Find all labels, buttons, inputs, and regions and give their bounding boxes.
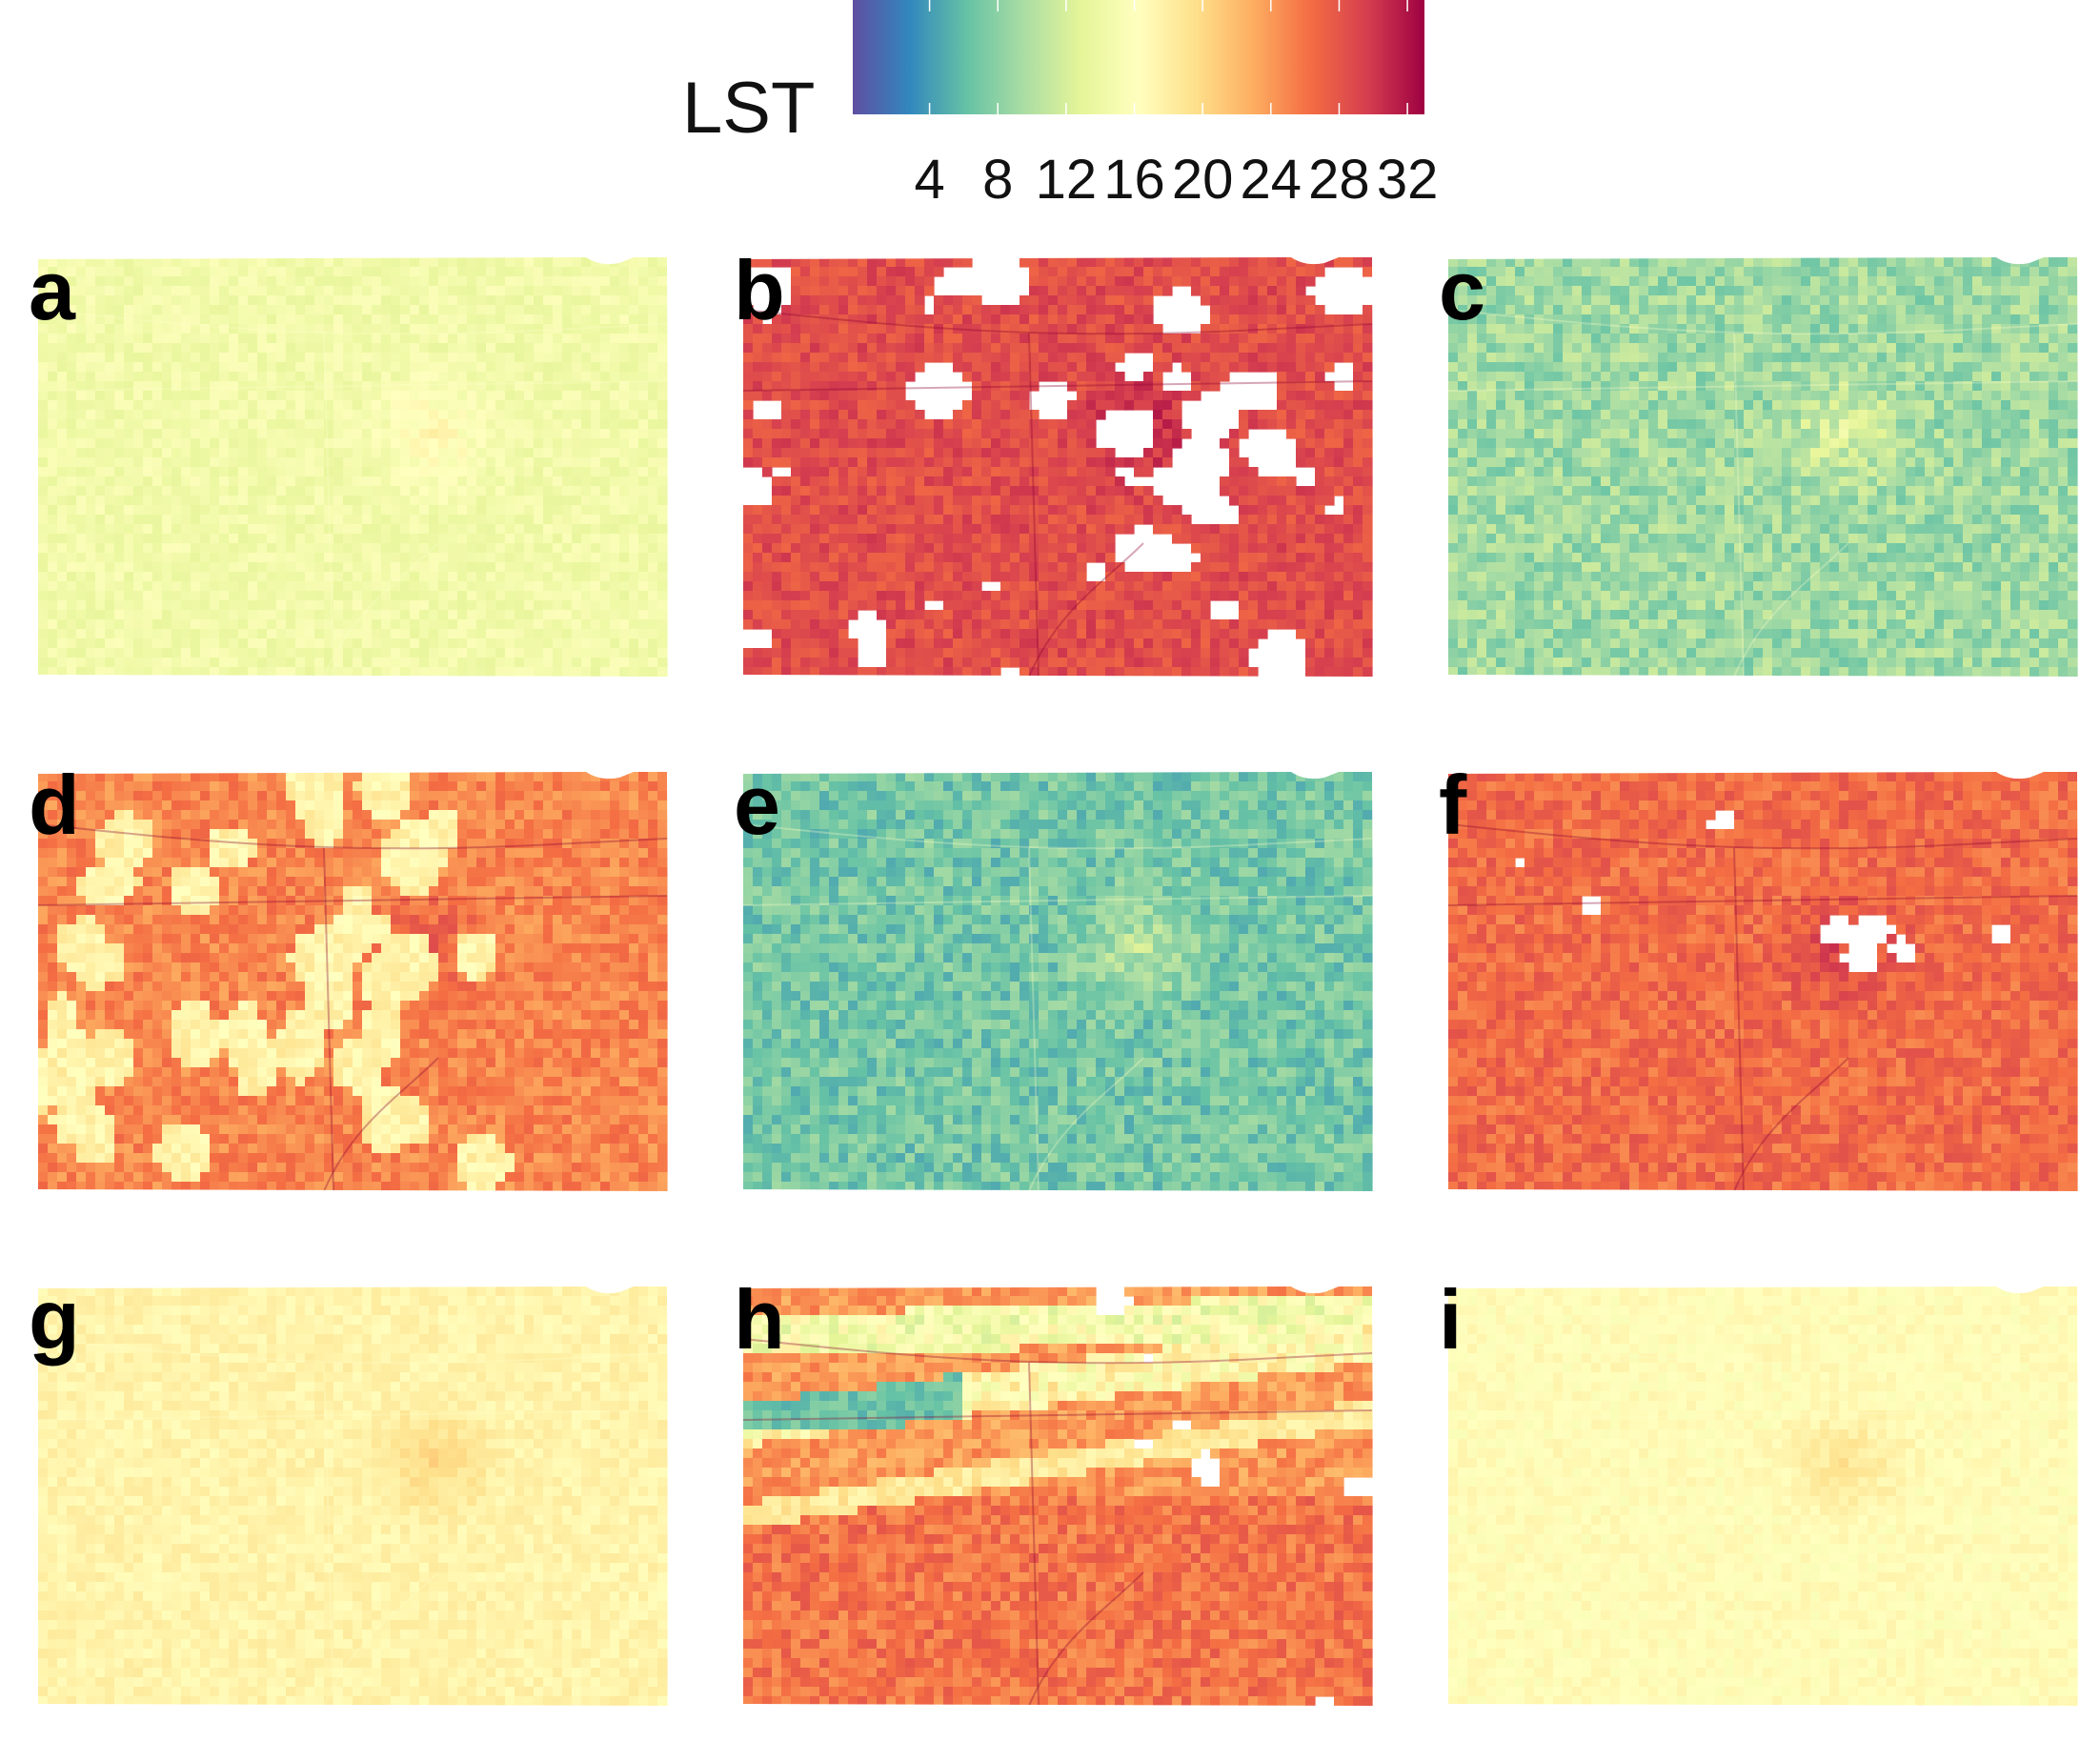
lst-raster-c — [1448, 257, 2078, 677]
map-panel-c: c — [1439, 243, 2100, 686]
colorbar-tick-label: 32 — [1377, 148, 1439, 212]
panel-label-b: b — [734, 242, 785, 339]
lst-raster-b — [743, 257, 1373, 677]
legend: LST 4 8 12 16 20 24 28 32 — [667, 0, 1486, 212]
lst-raster-e — [743, 772, 1373, 1191]
map-panel-f: f — [1439, 758, 2100, 1201]
map-panel-b: b — [734, 243, 1439, 686]
colorbar-tick-label: 12 — [1036, 148, 1098, 212]
map-panel-d: d — [29, 758, 734, 1201]
colorbar-tick-label: 16 — [1103, 148, 1165, 212]
colorbar-tick-label: 8 — [982, 148, 1013, 212]
colorbar-tick-label: 24 — [1241, 148, 1302, 212]
colorbar-fill — [853, 0, 1424, 114]
map-panel-i: i — [1439, 1272, 2100, 1715]
lst-raster-f — [1448, 772, 2078, 1191]
colorbar-tick-label: 20 — [1172, 148, 1234, 212]
lst-raster-d — [38, 772, 668, 1191]
colorbar-gradient — [853, 0, 1424, 114]
lst-raster-a — [38, 257, 668, 677]
colorbar-tick-label: 28 — [1308, 148, 1370, 212]
colorbar-tick-label: 4 — [914, 148, 944, 212]
panel-label-c: c — [1439, 242, 1485, 339]
panel-label-i: i — [1439, 1271, 1462, 1368]
panel-label-g: g — [29, 1271, 80, 1368]
lst-raster-h — [743, 1286, 1373, 1706]
map-panel-g: g — [29, 1272, 734, 1715]
panel-label-f: f — [1439, 757, 1466, 854]
legend-title: LST — [682, 67, 815, 150]
lst-raster-i — [1448, 1286, 2078, 1706]
lst-raster-g — [38, 1286, 668, 1706]
panel-label-h: h — [734, 1271, 785, 1368]
map-panel-e: e — [734, 758, 1439, 1201]
map-panel-h: h — [734, 1272, 1439, 1715]
panel-label-d: d — [29, 757, 80, 854]
map-panel-a: a — [29, 243, 734, 686]
panel-label-a: a — [29, 242, 75, 339]
panel-label-e: e — [734, 757, 780, 854]
colorbar — [853, 0, 1424, 114]
